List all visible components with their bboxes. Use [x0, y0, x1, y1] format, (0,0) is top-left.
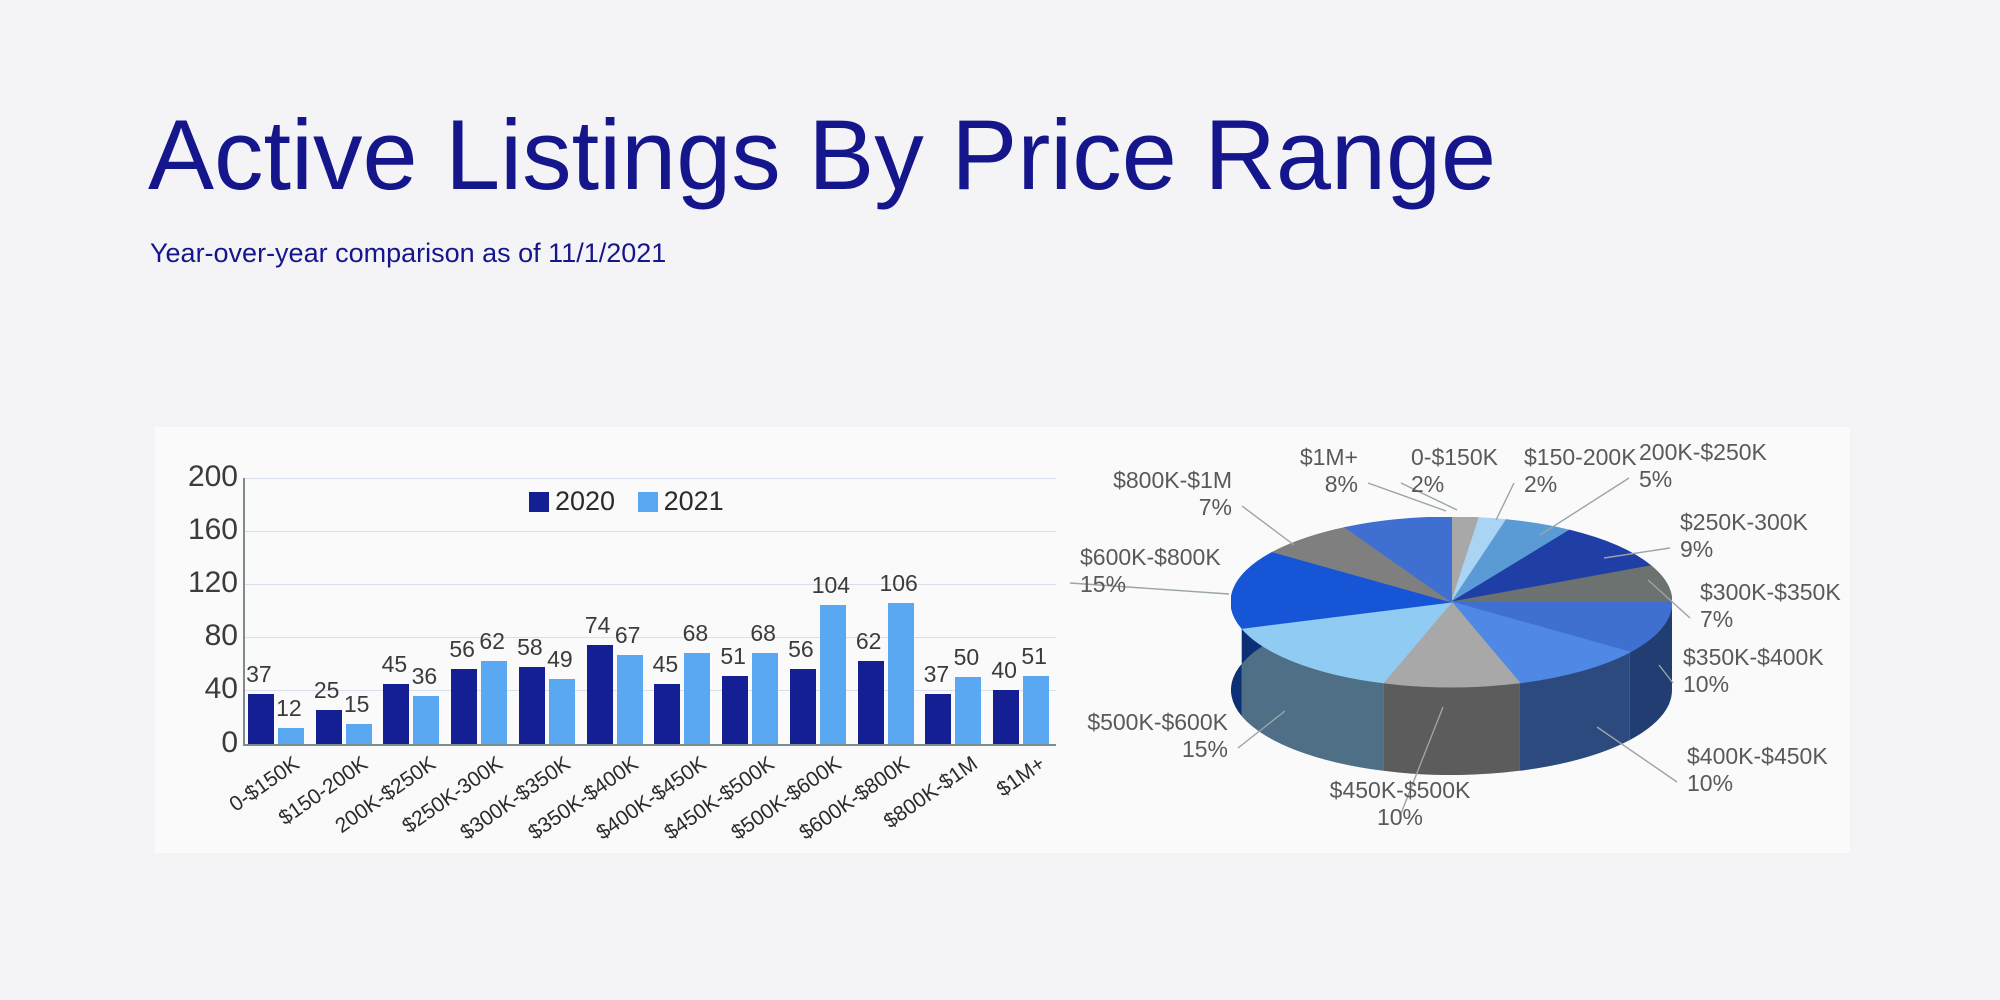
svg-text:$800K-$1M: $800K-$1M	[1113, 467, 1232, 493]
svg-text:10%: 10%	[1683, 671, 1729, 697]
svg-text:10%: 10%	[1377, 804, 1423, 830]
svg-text:$350K-$400K: $350K-$400K	[1683, 644, 1824, 670]
svg-text:200K-$250K: 200K-$250K	[1639, 439, 1768, 465]
svg-text:$600K-$800K: $600K-$800K	[1080, 544, 1221, 570]
svg-text:$150-200K: $150-200K	[1524, 444, 1637, 470]
svg-text:0-$150K: 0-$150K	[1411, 444, 1499, 470]
svg-text:15%: 15%	[1080, 571, 1126, 597]
svg-text:2%: 2%	[1524, 471, 1557, 497]
svg-text:8%: 8%	[1325, 471, 1358, 497]
svg-text:$450K-$500K: $450K-$500K	[1330, 777, 1471, 803]
svg-text:$500K-$600K: $500K-$600K	[1087, 709, 1228, 735]
svg-text:10%: 10%	[1687, 770, 1733, 796]
svg-text:$300K-$350K: $300K-$350K	[1700, 579, 1841, 605]
svg-text:9%: 9%	[1680, 536, 1713, 562]
svg-text:$1M+: $1M+	[1300, 444, 1358, 470]
svg-text:5%: 5%	[1639, 466, 1672, 492]
svg-text:$400K-$450K: $400K-$450K	[1687, 743, 1828, 769]
svg-text:15%: 15%	[1182, 736, 1228, 762]
svg-text:7%: 7%	[1700, 606, 1733, 632]
svg-text:7%: 7%	[1199, 494, 1232, 520]
svg-text:$250K-300K: $250K-300K	[1680, 509, 1809, 535]
svg-text:2%: 2%	[1411, 471, 1444, 497]
